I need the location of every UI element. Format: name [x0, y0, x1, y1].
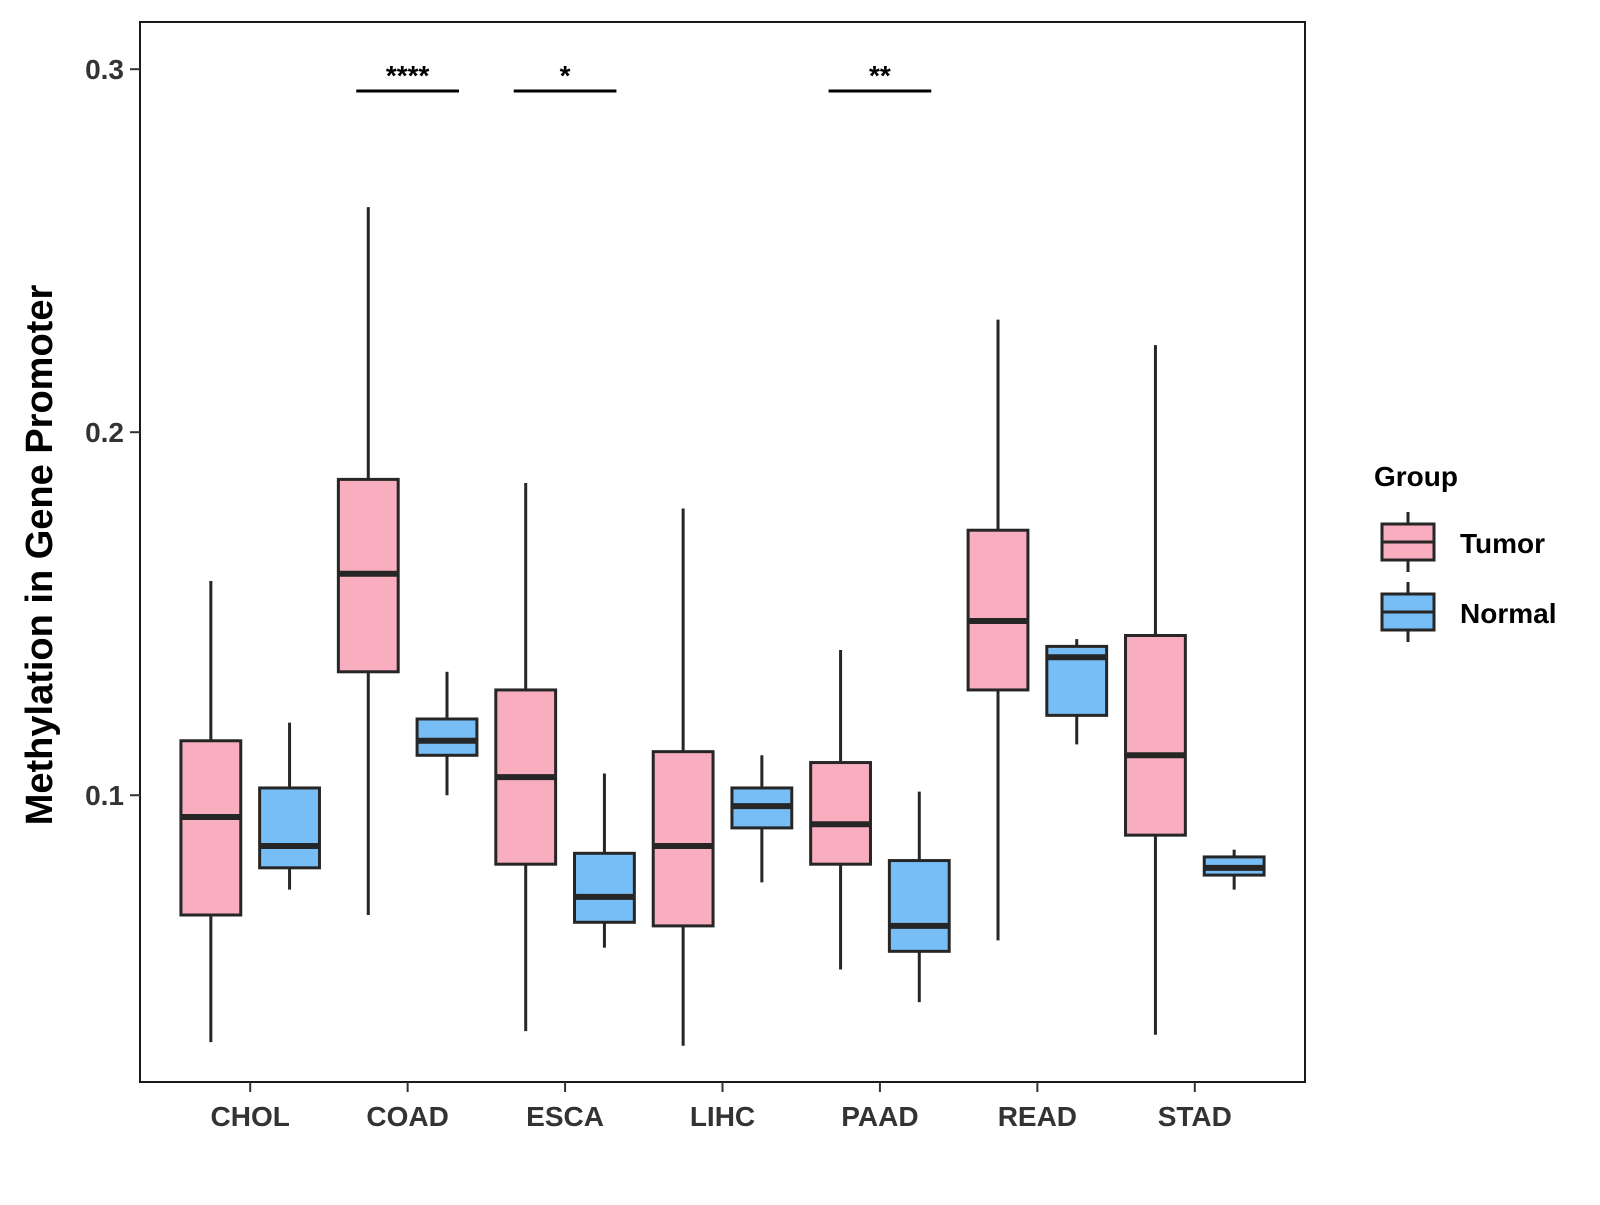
iqr-box: [966, 528, 1030, 692]
significance-annotations: **** * **: [356, 60, 932, 93]
iqr-box: [573, 851, 636, 924]
y-tick-label: 0.3: [85, 54, 124, 85]
significance-label: ****: [386, 60, 430, 91]
normal-box-stad: [1202, 849, 1266, 890]
tumor-box-read: [966, 319, 1030, 941]
x-tick-label-coad: COAD: [366, 1101, 448, 1132]
tumor-box-coad: [336, 207, 400, 916]
significance-label: **: [869, 60, 891, 91]
significance-esca: *: [513, 60, 617, 93]
normal-box-lihc: [730, 755, 794, 883]
x-tick-label-chol: CHOL: [211, 1101, 290, 1132]
iqr-box: [887, 859, 951, 953]
x-tick-label-stad: STAD: [1158, 1101, 1232, 1132]
normal-box-esca: [573, 773, 636, 948]
iqr-box: [415, 717, 479, 757]
x-tick-label-lihc: LIHC: [690, 1101, 755, 1132]
x-tick-label-esca: ESCA: [526, 1101, 604, 1132]
iqr-box: [258, 786, 321, 870]
normal-box-coad: [415, 671, 479, 796]
tumor-box-chol: [179, 581, 243, 1043]
significance-coad: ****: [356, 60, 459, 93]
tumor-box-esca: [494, 483, 558, 1032]
legend-title: Group: [1374, 461, 1458, 492]
y-axis: 0.1 0.2 0.3: [85, 54, 140, 811]
x-tick-label-paad: PAAD: [841, 1101, 918, 1132]
iqr-box: [809, 761, 872, 866]
legend-key-tumor: [1380, 512, 1436, 572]
legend-key-normal: [1380, 582, 1436, 642]
tumor-box-stad: [1124, 345, 1187, 1035]
normal-box-paad: [887, 791, 951, 1003]
normal-box-chol: [258, 722, 321, 890]
tumor-box-paad: [809, 650, 872, 970]
y-tick-label: 0.1: [85, 780, 124, 811]
legend: Group Tumor Normal: [1374, 461, 1556, 642]
x-axis: CHOL COAD ESCA LIHC PAAD READ STAD: [211, 1082, 1232, 1132]
box-group: [179, 207, 1266, 1046]
significance-label: *: [560, 60, 571, 91]
normal-box-read: [1045, 639, 1109, 745]
x-tick-label-read: READ: [998, 1101, 1077, 1132]
iqr-box: [1124, 633, 1187, 837]
panel-border: [139, 21, 1306, 1083]
iqr-box: [179, 739, 243, 917]
legend-label-tumor: Tumor: [1460, 528, 1545, 559]
y-tick-label: 0.2: [85, 417, 124, 448]
iqr-box: [651, 750, 715, 928]
legend-label-normal: Normal: [1460, 598, 1556, 629]
y-axis-title: Methylation in Gene Promoter: [19, 285, 61, 826]
significance-paad: **: [828, 60, 932, 93]
tumor-box-lihc: [651, 508, 715, 1046]
